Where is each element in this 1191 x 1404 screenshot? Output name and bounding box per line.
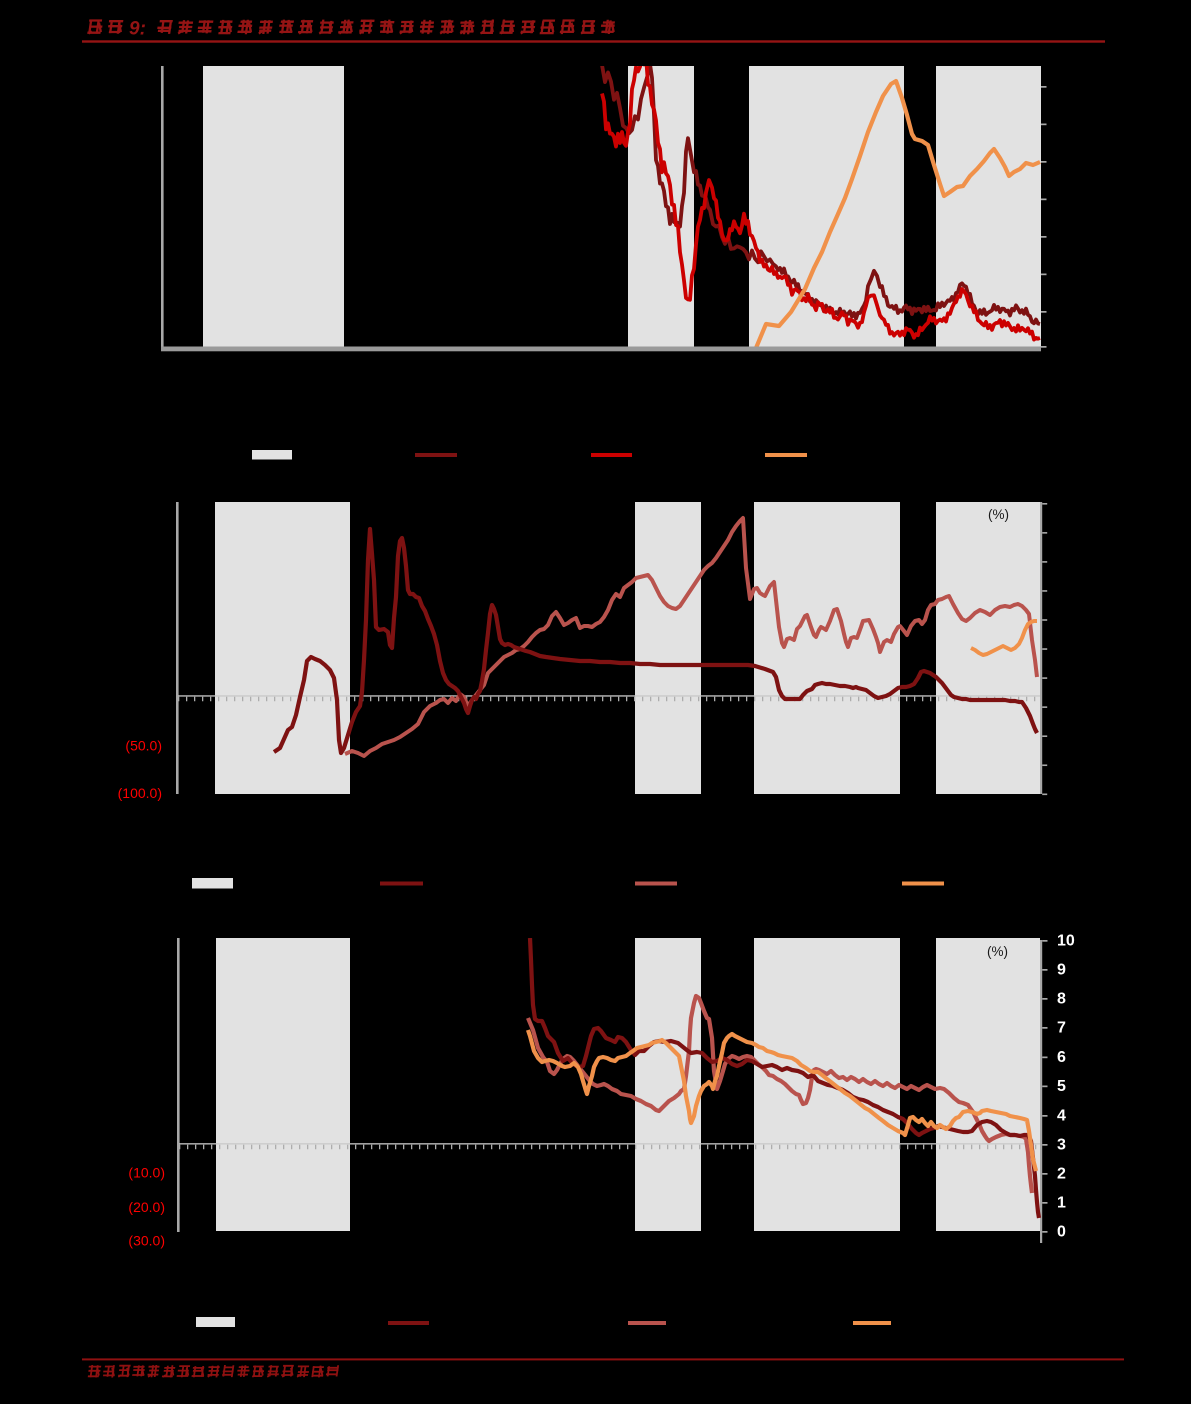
svg-text:0: 0 — [1057, 1224, 1066, 1241]
svg-text:4: 4 — [1057, 1108, 1066, 1125]
svg-text:(20.0): (20.0) — [128, 1199, 165, 1215]
svg-text:9:: 9: — [129, 19, 146, 40]
svg-text:(%): (%) — [987, 944, 1008, 959]
svg-text:(10.0): (10.0) — [128, 1165, 165, 1181]
svg-text:9: 9 — [1057, 962, 1066, 979]
svg-text:1: 1 — [1057, 1195, 1066, 1212]
svg-text:(30.0): (30.0) — [128, 1233, 165, 1249]
svg-text:(50.0): (50.0) — [125, 738, 162, 754]
svg-text:(100.0): (100.0) — [118, 785, 162, 801]
svg-text:3: 3 — [1057, 1137, 1066, 1154]
svg-text:8: 8 — [1057, 991, 1066, 1008]
svg-text:(%): (%) — [988, 507, 1009, 522]
svg-text:10: 10 — [1057, 933, 1075, 950]
svg-text:6: 6 — [1057, 1049, 1066, 1066]
svg-text:5: 5 — [1057, 1078, 1066, 1095]
svg-text:2: 2 — [1057, 1166, 1066, 1183]
svg-text:7: 7 — [1057, 1020, 1066, 1037]
